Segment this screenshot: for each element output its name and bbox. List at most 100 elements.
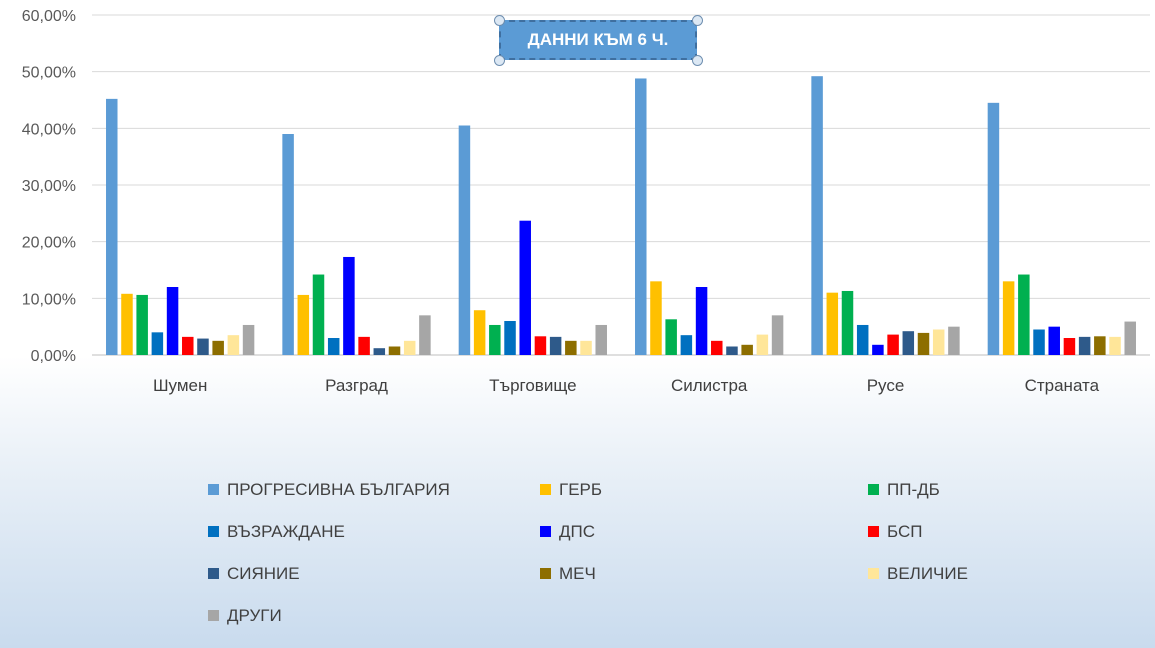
legend-label: ВЕЛИЧИЕ [887, 564, 968, 583]
bar[interactable] [1048, 326, 1060, 355]
bar[interactable] [473, 310, 486, 355]
bar[interactable] [358, 336, 370, 355]
bar[interactable] [519, 220, 531, 355]
bar[interactable] [227, 335, 240, 355]
bar[interactable] [756, 334, 769, 355]
bar[interactable] [948, 326, 960, 355]
x-category-label: Шумен [153, 376, 207, 395]
legend: ПРОГРЕСИВНА БЪЛГАРИЯ ГЕРБ ПП-ДБ ВЪЗРАЖДАНЕ Д… [208, 480, 968, 625]
x-category-label: Силистра [671, 376, 748, 395]
bar[interactable] [1063, 338, 1076, 355]
legend-label: ДРУГИ [227, 606, 282, 625]
legend-swatch [868, 484, 879, 495]
bar[interactable] [741, 344, 753, 355]
bar[interactable] [650, 281, 662, 355]
y-tick-label: 40,00% [22, 121, 76, 138]
bar[interactable] [419, 315, 431, 355]
bar[interactable] [917, 332, 930, 355]
chart-title[interactable]: ДАННИ КЪМ 6 Ч. [499, 20, 697, 60]
bar[interactable] [549, 336, 562, 355]
gridlines [92, 14, 1150, 356]
x-category-label: Страната [1025, 376, 1100, 395]
bar[interactable] [635, 78, 647, 355]
legend-label: БСП [887, 522, 922, 541]
legend-swatch [540, 484, 551, 495]
legend-swatch [540, 526, 551, 537]
resize-handle-bottom-left[interactable] [494, 55, 505, 66]
x-category-label: Разград [325, 376, 388, 395]
bar[interactable] [811, 76, 823, 355]
bar[interactable] [932, 329, 945, 356]
legend-swatch [868, 568, 879, 579]
chart-title-text: ДАННИ КЪМ 6 Ч. [527, 30, 669, 49]
legend-swatch [208, 484, 219, 495]
x-category-label: Търговище [489, 376, 577, 395]
bar[interactable] [872, 344, 884, 355]
bar[interactable] [282, 134, 294, 355]
bar[interactable] [534, 336, 547, 355]
y-tick-label: 0,00% [31, 348, 76, 365]
bar[interactable] [1094, 336, 1106, 355]
bar[interactable] [987, 102, 1000, 355]
y-tick-label: 60,00% [22, 8, 76, 25]
bar[interactable] [343, 256, 355, 355]
bar[interactable] [1002, 281, 1015, 355]
bar[interactable] [726, 346, 738, 356]
bar[interactable] [136, 294, 148, 355]
bar[interactable] [106, 98, 118, 355]
legend-swatch [208, 526, 219, 537]
resize-handle-bottom-right[interactable] [692, 55, 703, 66]
resize-handle-top-left[interactable] [494, 15, 505, 26]
bar[interactable] [1033, 329, 1045, 356]
bar[interactable] [771, 315, 784, 355]
legend-swatch [208, 610, 219, 621]
bar[interactable] [580, 340, 592, 355]
y-axis-ticks: 0,00% 10,00% 20,00% 30,00% 40,00% 50,00% 60,00… [22, 8, 76, 365]
y-tick-label: 30,00% [22, 178, 76, 195]
bar[interactable] [489, 324, 501, 355]
bar[interactable] [1018, 274, 1030, 355]
bar[interactable] [711, 340, 723, 355]
x-category-label: Русе [867, 376, 905, 395]
y-tick-label: 10,00% [22, 291, 76, 308]
bar[interactable] [1109, 336, 1121, 355]
bar[interactable] [458, 125, 471, 356]
legend-label: МЕЧ [559, 564, 596, 583]
bar[interactable] [166, 287, 179, 355]
x-axis-categories: Шумен Разград Търговище Силистра Русе Странат… [153, 376, 1100, 395]
legend-label: ГЕРБ [559, 480, 602, 499]
bar[interactable] [595, 324, 607, 355]
bar[interactable] [212, 340, 224, 355]
legend-label: ВЪЗРАЖДАНЕ [227, 522, 345, 541]
bars [106, 76, 1136, 355]
bar[interactable] [403, 340, 416, 355]
bar[interactable] [242, 324, 255, 355]
bar[interactable] [1124, 321, 1136, 355]
bar[interactable] [826, 292, 839, 355]
bar[interactable] [312, 274, 325, 355]
bar[interactable] [388, 346, 401, 356]
bar[interactable] [327, 338, 340, 355]
bar[interactable] [680, 335, 693, 355]
y-tick-label: 50,00% [22, 65, 76, 82]
legend-label: СИЯНИЕ [227, 564, 300, 583]
bar[interactable] [665, 319, 677, 355]
bar[interactable] [151, 332, 164, 355]
legend-swatch [208, 568, 219, 579]
bar[interactable] [902, 331, 915, 355]
bar[interactable] [297, 294, 310, 355]
bar[interactable] [565, 340, 577, 355]
resize-handle-top-right[interactable] [692, 15, 703, 26]
bar[interactable] [121, 293, 133, 355]
bar[interactable] [504, 321, 516, 355]
bar[interactable] [182, 336, 194, 355]
bar[interactable] [1078, 336, 1091, 355]
bar[interactable] [841, 290, 854, 355]
bar[interactable] [887, 334, 899, 355]
bar[interactable] [695, 287, 708, 355]
bar[interactable] [856, 324, 869, 355]
bar[interactable] [373, 348, 386, 355]
bar[interactable] [197, 338, 209, 355]
legend-label: ПРОГРЕСИВНА БЪЛГАРИЯ [227, 480, 450, 499]
